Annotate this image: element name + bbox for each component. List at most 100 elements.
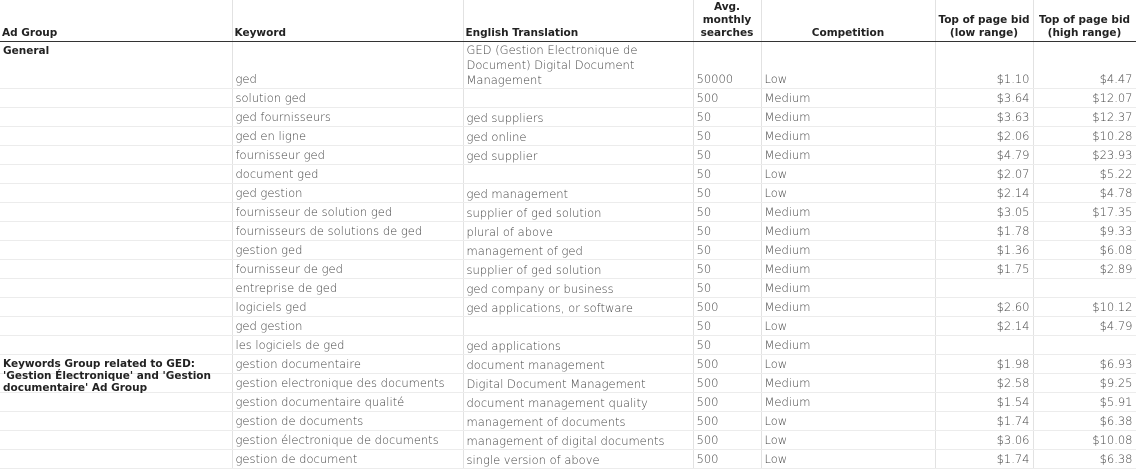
table-row: document ged 50 Low $2.07 $5.22 [0, 164, 1136, 184]
keyword-cell: ged fournisseurs [232, 107, 464, 127]
header-cell: English Translation [463, 0, 694, 42]
translation-cell: ged supplier [463, 145, 694, 165]
ad-group-cell [0, 202, 233, 222]
competition-cell: Low [761, 354, 936, 374]
monthly-searches-cell: 50 [693, 278, 762, 298]
bid-high-cell [1033, 278, 1136, 298]
ad-group-cell: General [0, 41, 233, 89]
translation-cell: management of documents [463, 411, 694, 431]
competition-cell: Medium [761, 259, 936, 279]
ad-group-cell [0, 259, 233, 279]
bid-high-cell: $5.91 [1033, 392, 1136, 412]
competition-cell: Medium [761, 335, 936, 355]
monthly-searches-cell: 50 [693, 240, 762, 260]
translation-cell: document management quality [463, 392, 694, 412]
ad-group-cell [0, 126, 233, 146]
keyword-cell: ged gestion [232, 316, 464, 336]
competition-cell: Low [761, 449, 936, 469]
bid-high-cell: $12.07 [1033, 88, 1136, 108]
header-cell: Top of page bid (low range) [935, 0, 1034, 42]
keyword-cell: gestion électronique de documents [232, 430, 464, 450]
bid-low-cell: $3.63 [935, 107, 1034, 127]
bid-high-cell: $4.47 [1033, 41, 1136, 89]
keyword-cell: ged [232, 41, 464, 89]
ad-group-cell [0, 240, 233, 260]
table-row: entreprise de ged ged company or business… [0, 278, 1136, 298]
monthly-searches-cell: 50 [693, 202, 762, 222]
competition-cell: Medium [761, 88, 936, 108]
keyword-cell: entreprise de ged [232, 278, 464, 298]
keyword-cell: ged en ligne [232, 126, 464, 146]
competition-cell: Low [761, 316, 936, 336]
competition-cell: Medium [761, 202, 936, 222]
bid-low-cell: $1.36 [935, 240, 1034, 260]
bid-low-cell: $2.58 [935, 373, 1034, 393]
translation-cell [463, 88, 694, 108]
monthly-searches-cell: 500 [693, 297, 762, 317]
bid-high-cell: $6.38 [1033, 449, 1136, 469]
keyword-cell: gestion documentaire qualité [232, 392, 464, 412]
ad-group-cell [0, 335, 233, 355]
bid-high-cell: $9.25 [1033, 373, 1136, 393]
competition-cell: Medium [761, 126, 936, 146]
header-cell: Ad Group [0, 0, 233, 42]
bid-high-cell: $6.93 [1033, 354, 1136, 374]
translation-cell [463, 316, 694, 336]
translation-cell: plural of above [463, 221, 694, 241]
translation-cell: management of ged [463, 240, 694, 260]
competition-cell: Medium [761, 145, 936, 165]
bid-high-cell: $10.28 [1033, 126, 1136, 146]
translation-cell: ged online [463, 126, 694, 146]
bid-low-cell: $1.75 [935, 259, 1034, 279]
bid-high-cell: $6.38 [1033, 411, 1136, 431]
keyword-cell: ged gestion [232, 183, 464, 203]
monthly-searches-cell: 50 [693, 107, 762, 127]
bid-low-cell: $3.64 [935, 88, 1034, 108]
bid-low-cell: $1.78 [935, 221, 1034, 241]
translation-cell: Digital Document Management [463, 373, 694, 393]
bid-high-cell: $4.79 [1033, 316, 1136, 336]
bid-low-cell: $2.14 [935, 183, 1034, 203]
ad-group-cell [0, 392, 233, 412]
bid-high-cell: $2.89 [1033, 259, 1136, 279]
monthly-searches-cell: 50 [693, 145, 762, 165]
table-row: fournisseur de solution ged supplier of g… [0, 202, 1136, 222]
competition-cell: Low [761, 183, 936, 203]
table-row: gestion électronique de documents managem… [0, 430, 1136, 450]
translation-cell: ged applications [463, 335, 694, 355]
monthly-searches-cell: 500 [693, 373, 762, 393]
ad-group-cell [0, 449, 233, 469]
bid-high-cell: $17.35 [1033, 202, 1136, 222]
bid-low-cell: $1.10 [935, 41, 1034, 89]
competition-cell: Medium [761, 297, 936, 317]
competition-cell: Medium [761, 278, 936, 298]
table-row: gestion documentaire qualité document man… [0, 392, 1136, 412]
keyword-cell: document ged [232, 164, 464, 184]
monthly-searches-cell: 500 [693, 392, 762, 412]
table-row: General ged GED (Gestion Electronique de D… [0, 41, 1136, 89]
keyword-cell: logiciels ged [232, 297, 464, 317]
translation-cell: supplier of ged solution [463, 259, 694, 279]
keyword-cell: gestion ged [232, 240, 464, 260]
bid-high-cell: $10.12 [1033, 297, 1136, 317]
table-row: ged fournisseurs ged suppliers 50 Medium $3.… [0, 107, 1136, 127]
translation-cell: GED (Gestion Electronique de Document) D… [463, 41, 694, 89]
competition-cell: Low [761, 164, 936, 184]
monthly-searches-cell: 500 [693, 449, 762, 469]
monthly-searches-cell: 50 [693, 316, 762, 336]
competition-cell: Medium [761, 221, 936, 241]
competition-cell: Low [761, 41, 936, 89]
monthly-searches-cell: 50 [693, 183, 762, 203]
translation-cell: single version of above [463, 449, 694, 469]
keyword-cell: fournisseur ged [232, 145, 464, 165]
bid-high-cell: $4.78 [1033, 183, 1136, 203]
table-row: gestion electronique des documents Digita… [0, 373, 1136, 393]
bid-low-cell: $2.07 [935, 164, 1034, 184]
translation-cell [463, 164, 694, 184]
translation-cell: management of digital documents [463, 430, 694, 450]
competition-cell: Medium [761, 240, 936, 260]
monthly-searches-cell: 500 [693, 430, 762, 450]
ad-group-cell [0, 373, 233, 393]
header-cell: Competition [761, 0, 936, 42]
